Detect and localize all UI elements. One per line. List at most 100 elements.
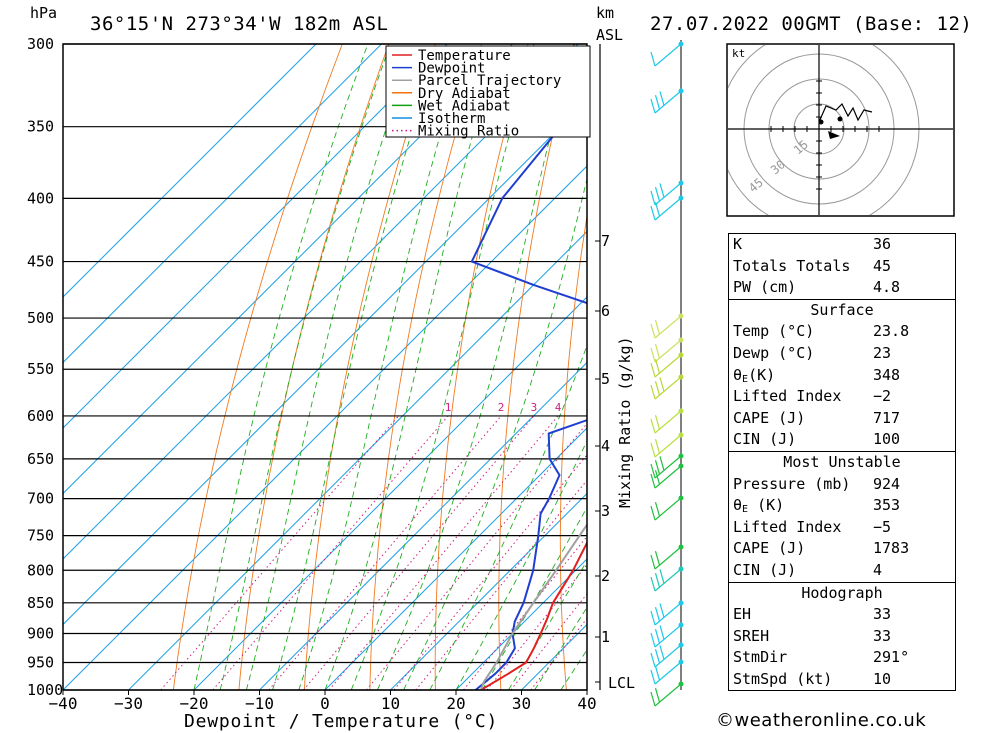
wind-barb-staff bbox=[654, 644, 682, 668]
wind-barb-staff bbox=[654, 497, 682, 521]
wind-barb-feather bbox=[650, 652, 656, 668]
wind-barb-feather bbox=[650, 463, 656, 479]
isotherm-line bbox=[63, 44, 579, 560]
index-value: 23.8 bbox=[873, 322, 910, 341]
plot-frame bbox=[62, 43, 588, 691]
hodograph-unit-label: kt bbox=[732, 47, 745, 60]
pressure-tick-label: 350 bbox=[27, 118, 54, 136]
legend-label: Mixing Ratio bbox=[418, 124, 519, 140]
km-tick-label: 4 bbox=[601, 437, 610, 455]
wind-barb-feather bbox=[650, 505, 656, 521]
index-label: Lifted Index bbox=[733, 387, 842, 406]
wind-barb-feather bbox=[650, 98, 656, 114]
index-label: StmDir bbox=[733, 648, 788, 667]
pressure-tick-label: 1000 bbox=[27, 681, 63, 699]
index-row: θE(K) 348 bbox=[729, 365, 955, 387]
mixing-ratio-line bbox=[303, 415, 535, 690]
wind-barb-feather bbox=[654, 187, 661, 202]
index-label: Pressure (mb) bbox=[733, 474, 851, 493]
wind-barb-feather bbox=[650, 473, 656, 489]
wind-barb-feather bbox=[650, 610, 656, 626]
index-value: 23 bbox=[873, 343, 892, 362]
wind-barb-feather bbox=[659, 377, 665, 392]
wind-barb-feather bbox=[650, 205, 656, 221]
index-row: Lifted Index −2 bbox=[729, 386, 955, 408]
index-row: EH 33 bbox=[729, 604, 955, 626]
wind-barb-feather bbox=[654, 649, 661, 664]
hodograph-frame bbox=[726, 43, 955, 217]
index-value: 33 bbox=[873, 626, 892, 645]
index-value: 4 bbox=[873, 560, 883, 579]
pressure-tick-label: 700 bbox=[27, 490, 54, 508]
mixing-ratio-line bbox=[366, 422, 587, 690]
wind-barb-feather bbox=[654, 460, 661, 475]
dry-adiabat-line bbox=[559, 213, 587, 690]
wind-barb-feather bbox=[650, 362, 656, 378]
pressure-tick-label: 500 bbox=[27, 309, 54, 327]
wind-barb-staff bbox=[654, 661, 682, 685]
index-row: Temp (°C) 23.8 bbox=[729, 321, 955, 343]
wind-barb-feather bbox=[650, 554, 656, 570]
datetime-title: 27.07.2022 00GMT (Base: 12) bbox=[650, 13, 972, 35]
index-row: Lifted Index −5 bbox=[729, 517, 955, 539]
storm-motion-arrow bbox=[828, 131, 840, 139]
wind-barb-feather bbox=[659, 645, 665, 660]
wind-barb-feather bbox=[650, 442, 656, 458]
wind-barb-staff bbox=[654, 90, 682, 114]
wind-barb-feather bbox=[654, 95, 661, 110]
hpa-label: hPa bbox=[30, 4, 57, 22]
index-label: Dewp (°C) bbox=[733, 343, 815, 362]
wind-barb-staff bbox=[654, 197, 682, 221]
index-row: CIN (J) 4 bbox=[729, 560, 955, 582]
index-value: 353 bbox=[873, 496, 901, 515]
index-value: 348 bbox=[873, 365, 901, 384]
wind-barb-feather bbox=[650, 51, 656, 67]
legend-label: Temperature bbox=[418, 48, 511, 64]
wet-adiabat-line bbox=[376, 44, 575, 690]
index-label: θE(K) bbox=[733, 365, 776, 385]
wind-barb-staff bbox=[654, 376, 682, 400]
pressure-tick-label: 550 bbox=[27, 360, 54, 378]
km-label: km bbox=[596, 4, 614, 22]
isotherm-line bbox=[63, 44, 448, 429]
wind-barb-feather bbox=[654, 688, 661, 703]
wind-barb-staff bbox=[654, 455, 682, 479]
km-tick-label: 1 bbox=[601, 628, 610, 646]
index-value: 36 bbox=[873, 235, 892, 253]
wind-barbs bbox=[650, 40, 684, 707]
wet-adiabat-line bbox=[219, 44, 391, 690]
mixing-ratio-labels: 1 2 3 4 bbox=[445, 401, 562, 414]
wind-barb-feather bbox=[659, 603, 665, 618]
dry-adiabat-line bbox=[991, 44, 1000, 690]
wind-barb-feather bbox=[659, 456, 665, 471]
isotherm-line bbox=[63, 44, 513, 495]
index-value: 10 bbox=[873, 669, 892, 688]
wind-barb-feather bbox=[654, 381, 661, 396]
mixing-ratio-label: 3 bbox=[531, 401, 538, 414]
hodograph-trace bbox=[818, 102, 873, 123]
wind-barb-feather bbox=[650, 190, 656, 206]
legend-label: Isotherm bbox=[418, 111, 485, 127]
index-value: −5 bbox=[873, 517, 892, 536]
x-tick-label: −20 bbox=[180, 694, 209, 713]
wind-barb-staff bbox=[654, 315, 682, 339]
mixing-ratio-label: 4 bbox=[555, 401, 562, 414]
wind-barb-feather bbox=[654, 607, 661, 622]
index-row: StmDir 291° bbox=[729, 647, 955, 669]
wind-barb-feather bbox=[654, 666, 661, 681]
profile-series bbox=[470, 74, 587, 690]
x-tick-label: 0 bbox=[320, 694, 330, 713]
wind-barb-feather bbox=[654, 470, 661, 485]
x-tick-label: 20 bbox=[446, 694, 465, 713]
index-row: StmSpd (kt) 10 bbox=[729, 669, 955, 691]
parcel-trajectory-line bbox=[479, 522, 587, 690]
x-tick-label: 10 bbox=[381, 694, 400, 713]
pressure-tick-label: 750 bbox=[27, 527, 54, 545]
wind-barb-feather bbox=[654, 320, 661, 335]
index-row: K 36 bbox=[729, 234, 955, 256]
mixing-ratio-label: 2 bbox=[498, 401, 505, 414]
wind-barb-feather bbox=[659, 569, 665, 584]
wind-barb-feather bbox=[654, 629, 661, 644]
wind-barb-feather bbox=[654, 551, 661, 566]
